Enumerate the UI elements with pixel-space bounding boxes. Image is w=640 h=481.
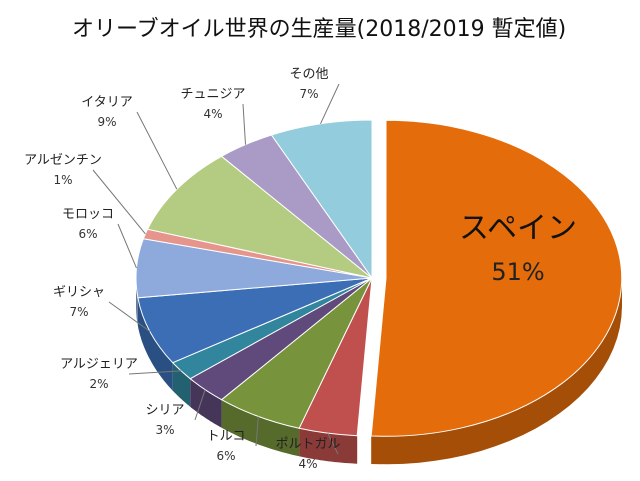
label-name-10: チュニジア [180, 87, 245, 102]
label-pct-11: 7% [299, 87, 318, 101]
slice-side-1 [371, 278, 622, 465]
label-name-7: モロッコ [62, 207, 114, 222]
data-labels: スペイン 51% ポルトガル 4% トルコ 6% シリア 3% アルジェリア 2% ギリシャ 7% モロ… [24, 67, 577, 471]
slice-top-group [135, 119, 623, 437]
label-pct-7: 6% [78, 227, 97, 241]
label-name-2: ポルトガル [275, 437, 340, 452]
label-name-6: ギリシャ [53, 285, 105, 300]
label-name-1: スペイン [459, 211, 577, 246]
slice-side-4 [190, 378, 222, 428]
leader-line-7 [117, 223, 137, 269]
label-name-4: シリア [145, 403, 184, 418]
slice-9 [146, 155, 373, 279]
leader-lines [92, 83, 340, 455]
leader-line-8 [92, 169, 146, 235]
label-name-9: イタリア [81, 95, 132, 110]
leader-line-11 [320, 83, 340, 125]
slice-1 [370, 119, 623, 437]
leader-line-6 [108, 301, 151, 332]
label-pct-10: 4% [203, 107, 222, 121]
label-pct-3: 6% [216, 449, 235, 463]
slice-depth-group [136, 278, 622, 465]
slice-6 [137, 277, 373, 364]
label-pct-1: 51% [491, 258, 544, 286]
slice-side-6 [137, 297, 173, 391]
leader-line-10 [242, 103, 246, 145]
label-name-5: アルジェリア [60, 357, 138, 372]
leader-line-9 [136, 111, 178, 190]
label-pct-8: 1% [53, 173, 72, 187]
label-name-3: トルコ [207, 429, 246, 444]
slice-11 [270, 119, 373, 280]
label-pct-2: 4% [298, 457, 317, 471]
leader-line-2 [327, 432, 339, 455]
label-name-11: その他 [289, 67, 328, 82]
label-pct-4: 3% [155, 423, 174, 437]
chart-title: オリーブオイル世界の生産量(2018/2019 暫定値) [72, 17, 566, 42]
leader-line-3 [255, 416, 259, 447]
leader-line-4 [194, 389, 206, 421]
label-pct-5: 2% [89, 377, 108, 391]
slice-side-3 [221, 399, 300, 457]
leader-line-5 [128, 370, 182, 375]
label-pct-6: 7% [69, 305, 88, 319]
slice-side-5 [172, 362, 191, 407]
slice-side-2 [299, 428, 358, 464]
label-pct-9: 9% [97, 115, 116, 129]
label-name-8: アルゼンチン [24, 153, 102, 168]
